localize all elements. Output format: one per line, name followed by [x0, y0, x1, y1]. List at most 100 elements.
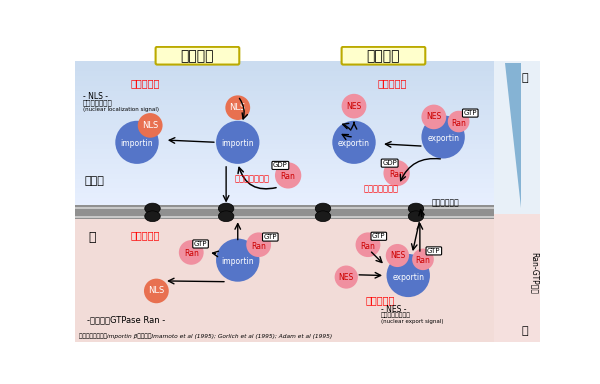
Bar	[147, 207, 158, 218]
Bar	[75, 86, 493, 91]
Text: importin: importin	[221, 257, 254, 266]
Text: (nuclear export signal): (nuclear export signal)	[381, 319, 443, 324]
Bar	[75, 139, 493, 145]
Text: GTP: GTP	[464, 110, 477, 116]
Circle shape	[332, 121, 376, 164]
Ellipse shape	[315, 203, 331, 214]
Bar	[75, 169, 493, 174]
Text: NES: NES	[346, 102, 362, 111]
Text: importin: importin	[221, 139, 254, 148]
Bar	[75, 188, 493, 194]
Bar	[75, 105, 493, 111]
Text: 基質の解離: 基質の解離	[131, 230, 160, 240]
Text: 高: 高	[521, 326, 528, 336]
Bar	[75, 164, 493, 170]
Circle shape	[341, 94, 367, 118]
Text: Ran: Ran	[184, 250, 199, 258]
Text: 基質の解離: 基質の解離	[365, 295, 395, 305]
Text: NES: NES	[390, 251, 405, 260]
Text: 核: 核	[88, 230, 96, 243]
Text: GTP: GTP	[263, 234, 277, 240]
Text: Ran: Ran	[389, 170, 404, 179]
Text: importin: importin	[121, 139, 154, 148]
Text: 核内輸送: 核内輸送	[181, 49, 214, 63]
Text: 核膜孔複合体: 核膜孔複合体	[431, 199, 459, 208]
Ellipse shape	[218, 203, 234, 214]
Text: 核局在シグナル: 核局在シグナル	[83, 100, 113, 106]
Circle shape	[226, 95, 250, 120]
Bar	[221, 207, 232, 218]
Text: NLS: NLS	[148, 286, 164, 295]
Circle shape	[386, 254, 430, 297]
Text: リサイクリング: リサイクリング	[364, 184, 398, 193]
Circle shape	[335, 265, 358, 289]
Text: GTP: GTP	[372, 233, 386, 239]
Circle shape	[412, 248, 434, 270]
Circle shape	[246, 232, 271, 257]
Ellipse shape	[145, 211, 160, 222]
Text: 基質の認識: 基質の認識	[377, 78, 407, 88]
Text: NES: NES	[338, 273, 354, 281]
Circle shape	[275, 162, 301, 189]
Bar	[75, 179, 493, 184]
Bar	[75, 76, 493, 82]
Ellipse shape	[408, 203, 424, 214]
Bar	[75, 149, 493, 155]
Bar	[75, 115, 493, 121]
Ellipse shape	[218, 211, 234, 222]
Text: NES: NES	[426, 113, 442, 121]
Bar	[75, 193, 493, 199]
Bar	[75, 214, 493, 342]
Circle shape	[421, 104, 446, 129]
Text: Ran: Ran	[361, 242, 376, 251]
Circle shape	[144, 279, 169, 303]
Bar	[75, 110, 493, 116]
Circle shape	[386, 244, 409, 267]
Text: exportin: exportin	[338, 139, 370, 148]
Bar	[75, 135, 493, 140]
Text: GTP: GTP	[427, 248, 440, 254]
Bar	[75, 205, 493, 219]
Ellipse shape	[408, 211, 424, 222]
Circle shape	[356, 232, 380, 257]
Text: Ran: Ran	[281, 172, 296, 182]
Bar	[410, 207, 421, 218]
Circle shape	[448, 111, 469, 132]
Bar	[75, 154, 493, 160]
Text: NLS: NLS	[230, 103, 246, 112]
Bar	[493, 214, 540, 342]
Text: 核外移行シグナル: 核外移行シグナル	[381, 313, 411, 318]
Bar	[75, 91, 493, 96]
Text: 細胞質: 細胞質	[85, 176, 104, 186]
Text: exportin: exportin	[392, 273, 424, 281]
Circle shape	[421, 115, 465, 159]
Circle shape	[138, 113, 163, 138]
Bar	[75, 198, 493, 204]
Ellipse shape	[315, 211, 331, 222]
Bar	[75, 174, 493, 179]
Bar	[75, 71, 493, 77]
Bar	[75, 66, 493, 72]
Circle shape	[216, 121, 259, 164]
Text: Ran: Ran	[416, 257, 430, 265]
Circle shape	[115, 121, 158, 164]
Polygon shape	[505, 63, 521, 208]
Bar	[75, 96, 493, 101]
Bar	[75, 159, 493, 165]
Bar	[75, 207, 493, 209]
Bar	[493, 61, 540, 214]
Bar	[75, 130, 493, 136]
FancyBboxPatch shape	[341, 47, 425, 65]
Text: (nuclear localization signal): (nuclear localization signal)	[83, 107, 159, 112]
Text: リサイクリング: リサイクリング	[234, 175, 269, 184]
Text: 低: 低	[521, 73, 528, 83]
Text: 最初の運搬体分子importin βの発見；Imamoto et al (1995); Gorlich et al (1995); Adam et al (19: 最初の運搬体分子importin βの発見；Imamoto et al (199…	[79, 334, 332, 339]
Bar	[75, 101, 493, 106]
Circle shape	[179, 240, 203, 265]
FancyBboxPatch shape	[155, 47, 239, 65]
Circle shape	[383, 160, 410, 186]
Bar	[75, 144, 493, 150]
Text: 基質の認識: 基質の認識	[131, 78, 160, 88]
Circle shape	[216, 238, 259, 282]
Text: - NES -: - NES -	[381, 305, 407, 314]
